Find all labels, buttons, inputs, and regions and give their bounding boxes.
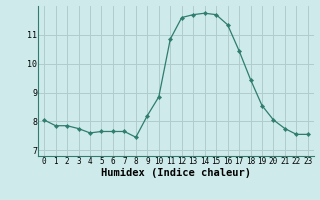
X-axis label: Humidex (Indice chaleur): Humidex (Indice chaleur) <box>101 168 251 178</box>
